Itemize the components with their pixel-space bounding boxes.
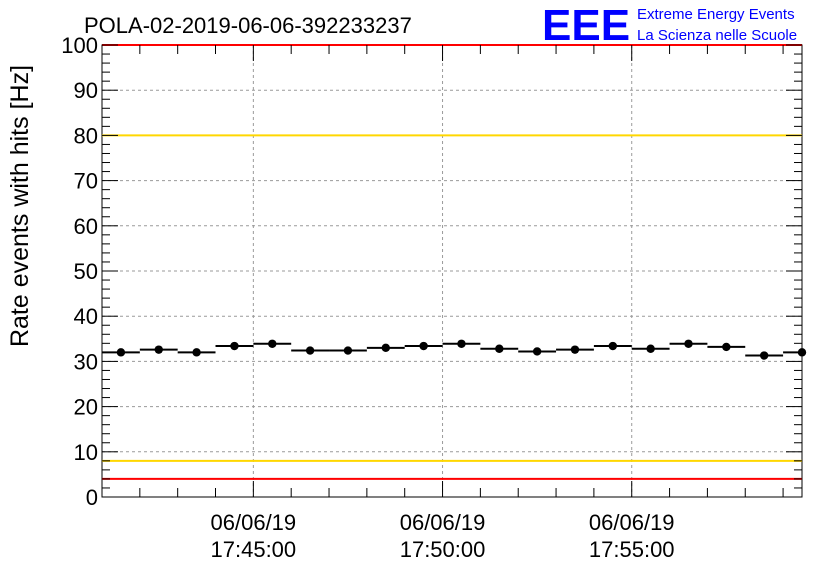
eee-logo: EEE Extreme Energy Events La Scienza nel… bbox=[542, 1, 797, 50]
y-tick-label: 50 bbox=[74, 259, 98, 284]
data-series bbox=[102, 339, 807, 360]
data-point bbox=[608, 341, 618, 351]
y-tick-label: 100 bbox=[61, 33, 98, 58]
data-point bbox=[646, 344, 655, 353]
data-point bbox=[343, 346, 353, 355]
y-tick-label: 70 bbox=[74, 169, 98, 194]
y-tick-label: 40 bbox=[74, 304, 98, 329]
x-tick-label-time: 17:50:00 bbox=[400, 537, 486, 562]
data-point bbox=[532, 347, 542, 356]
x-tick-label-time: 17:45:00 bbox=[211, 537, 297, 562]
data-point bbox=[192, 348, 201, 357]
y-tick-label: 20 bbox=[74, 395, 98, 420]
y-tick-label: 30 bbox=[74, 349, 98, 374]
data-point bbox=[759, 351, 769, 360]
x-tick-label-date: 06/06/19 bbox=[211, 510, 297, 535]
data-point bbox=[381, 343, 390, 353]
data-point bbox=[570, 345, 580, 354]
y-tick-label: 0 bbox=[86, 485, 98, 510]
eee-logo-mark: EEE bbox=[542, 1, 630, 50]
data-point bbox=[154, 345, 163, 354]
y-axis: 0 10 20 30 40 50 60 70 80 90 100 bbox=[61, 33, 802, 510]
eee-logo-line2: La Scienza nelle Scuole bbox=[637, 27, 797, 44]
data-point bbox=[495, 344, 504, 353]
reference-lines bbox=[102, 44, 802, 480]
x-tick-label-date: 06/06/19 bbox=[589, 510, 675, 535]
data-point bbox=[230, 341, 239, 351]
data-point bbox=[268, 339, 277, 348]
data-point bbox=[684, 339, 693, 348]
eee-logo-line1: Extreme Energy Events bbox=[637, 6, 795, 23]
x-tick-label-date: 06/06/19 bbox=[400, 510, 486, 535]
y-tick-label: 60 bbox=[74, 214, 98, 239]
x-axis: 06/06/1917:45:0006/06/1917:50:0006/06/19… bbox=[101, 45, 784, 562]
data-point bbox=[419, 341, 428, 351]
data-point bbox=[797, 348, 807, 357]
data-point bbox=[722, 342, 731, 352]
y-tick-label: 90 bbox=[74, 78, 98, 103]
data-point bbox=[457, 339, 466, 348]
y-tick-label: 80 bbox=[74, 123, 98, 148]
y-axis-label: Rate events with hits [Hz] bbox=[6, 65, 34, 347]
chart-title: POLA-02-2019-06-06-392233237 bbox=[84, 13, 412, 38]
y-tick-label: 10 bbox=[74, 440, 98, 465]
data-point bbox=[305, 346, 315, 355]
x-tick-label-time: 17:55:00 bbox=[589, 537, 675, 562]
data-point bbox=[116, 348, 126, 357]
